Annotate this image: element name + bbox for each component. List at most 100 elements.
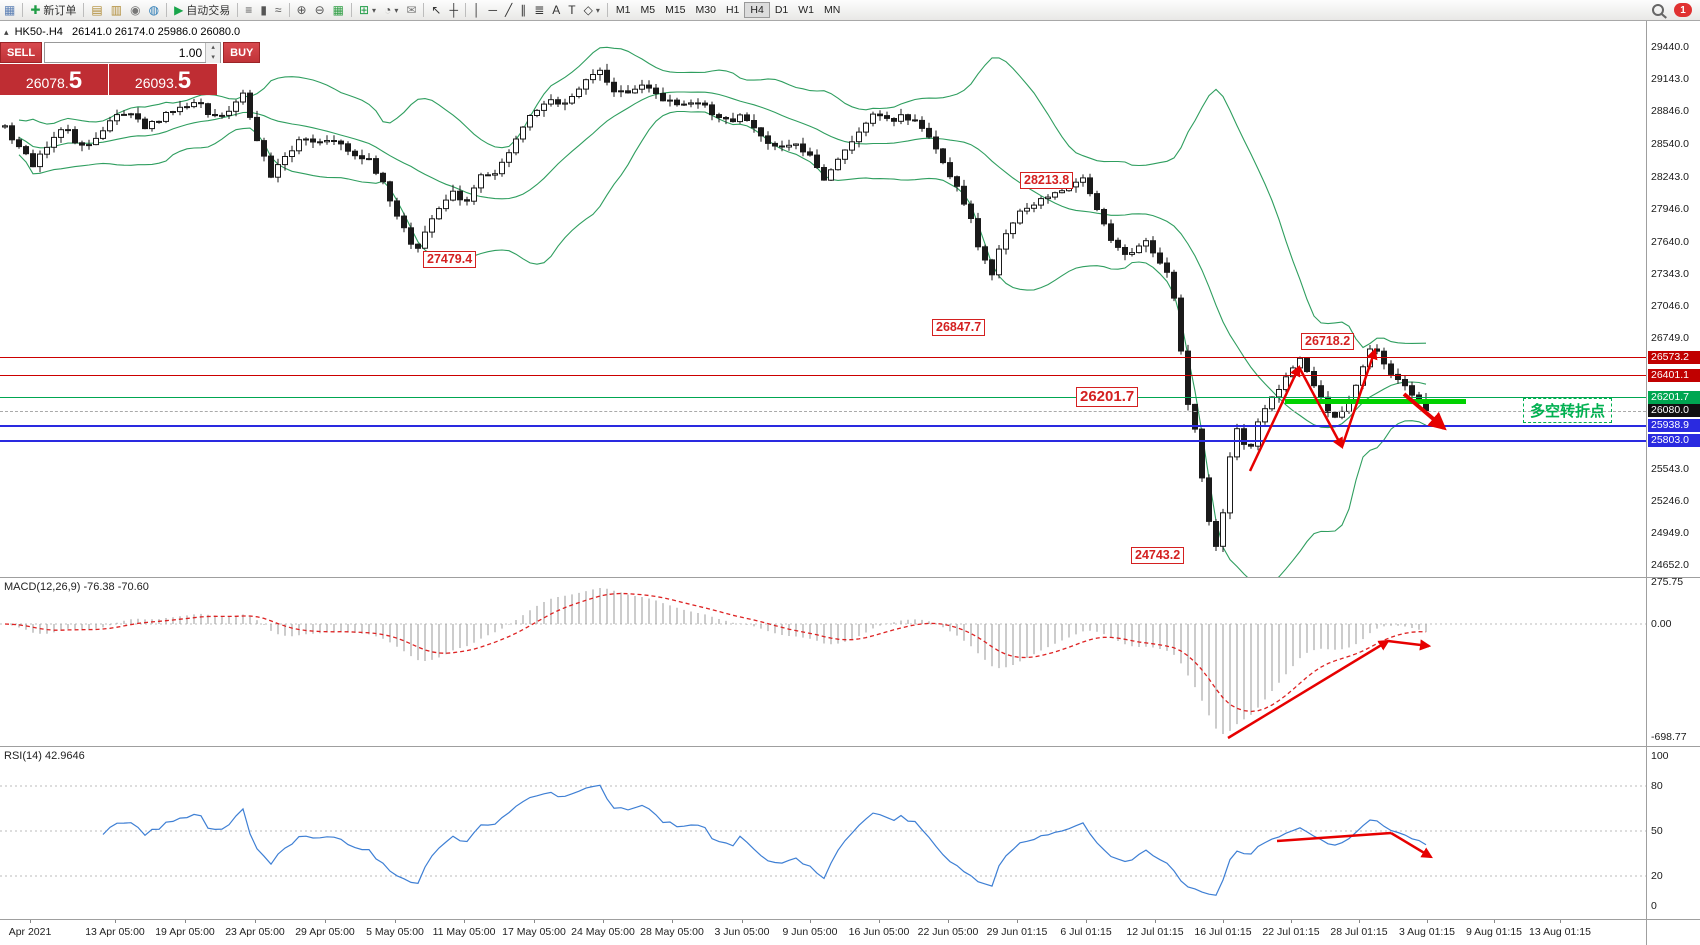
macd-axis-label: 275.75 [1651, 576, 1684, 588]
horizontal-level-line[interactable] [0, 375, 1646, 377]
rsi-axis-label: 0 [1651, 900, 1657, 912]
vertical-line-icon[interactable]: │ [469, 1, 485, 19]
thick-green-trendline[interactable] [1285, 398, 1466, 404]
add-indicator-icon-glyph: ⊞ [358, 3, 370, 17]
notifications-badge[interactable]: 1 [1674, 3, 1692, 17]
time-tick [672, 920, 673, 923]
price-tag: 26080.0 [1648, 404, 1700, 417]
macd-pane[interactable]: MACD(12,26,9) -76.38 -70.60 [0, 578, 1646, 747]
rsi-label: RSI(14) 42.9646 [4, 750, 85, 762]
buy-button[interactable]: BUY [223, 42, 261, 63]
volume-up-button[interactable]: ▴ [206, 43, 221, 53]
current-price-line [0, 410, 1646, 412]
new-order-button[interactable]: ✚ 新订单 [26, 1, 80, 19]
time-axis[interactable]: Apr 2021 13 Apr 05:00 19 Apr 05:00 23 Apr 0… [0, 920, 1646, 945]
sound-icon[interactable]: ◉ [126, 1, 144, 19]
sell-button[interactable]: SELL [0, 42, 43, 63]
label-icon[interactable]: T [564, 1, 579, 19]
auto-trading-button[interactable]: ▶ 自动交易 [170, 1, 234, 19]
price-callout-label[interactable]: 24743.2 [1131, 547, 1185, 565]
horizontal-line-icon-glyph: ─ [488, 3, 497, 17]
line-chart-type-icon-glyph: ≈ [274, 3, 282, 17]
price-callout-label[interactable]: 28213.8 [1020, 171, 1074, 189]
time-label: 29 Jun 01:15 [986, 926, 1048, 938]
macd-axis-label: -698.77 [1651, 731, 1687, 743]
rsi-pane[interactable]: RSI(14) 42.9646 [0, 747, 1646, 920]
zoom-in-icon-glyph: ⊕ [296, 3, 307, 17]
community-icon-glyph: ◍ [148, 3, 160, 17]
toolbar-separator [83, 3, 85, 17]
timeframe-h1-button[interactable]: H1 [725, 4, 740, 16]
main-chart-pane[interactable]: ▴ HK50-.H4 26141.0 26174.0 25986.0 26080… [0, 20, 1646, 578]
price-callout-label[interactable]: 26718.2 [1301, 333, 1355, 351]
price-axis[interactable]: 29440.0 29143.0 28846.0 28540.0 28243.0 27946… [1646, 20, 1700, 945]
candlestick-chart-type-icon[interactable]: ▮ [256, 1, 271, 19]
pane-separator[interactable] [0, 577, 1700, 578]
timeframe-h4-button[interactable]: H4 [744, 2, 770, 18]
timeframe-m5-button[interactable]: M5 [640, 4, 656, 16]
price-callout-label[interactable]: 26201.7 [1076, 387, 1139, 408]
time-label: 9 Aug 01:15 [1465, 926, 1523, 938]
time-tick [1223, 920, 1224, 923]
search-icon[interactable] [1652, 4, 1664, 16]
time-label: 22 Jun 05:00 [917, 926, 979, 938]
tile-windows-icon[interactable]: ▦ [329, 1, 348, 19]
price-callout-label[interactable]: 27479.4 [423, 251, 477, 269]
template-icon[interactable]: ✉ [402, 1, 420, 19]
buy-price-display[interactable]: 26093. 5 [109, 64, 217, 95]
ohlc-values: 26141.0 26174.0 25986.0 26080.0 [71, 26, 241, 38]
line-chart-type-icon[interactable]: ≈ [271, 1, 286, 19]
timeframe-m15-button[interactable]: M15 [665, 4, 686, 16]
rsi-axis-label: 80 [1651, 780, 1663, 792]
market-watch-icon[interactable]: ▤ [87, 1, 106, 19]
horizontal-level-line[interactable] [0, 356, 1646, 358]
timeframe-mn-button[interactable]: MN [824, 4, 841, 16]
template-icon-glyph: ✉ [406, 3, 417, 17]
chevron-down-icon: ▾ [595, 5, 600, 15]
price-axis-label: 26749.0 [1651, 332, 1689, 345]
period-icon[interactable]: ◔ ▾ [380, 1, 402, 19]
price-axis-label: 29143.0 [1651, 73, 1689, 86]
horizontal-level-line[interactable] [0, 424, 1646, 427]
volume-input[interactable] [45, 43, 206, 62]
channel-icon[interactable]: ∥ [516, 1, 530, 19]
timeframe-m1-button[interactable]: M1 [615, 4, 631, 16]
bar-chart-type-icon[interactable]: ≡ [241, 1, 256, 19]
one-click-collapse-icon[interactable]: ▴ [4, 27, 9, 37]
auto-trading-button-label: 自动交易 [186, 5, 231, 17]
timeframe-w1-button[interactable]: W1 [798, 4, 815, 16]
rsi-axis-label: 20 [1651, 870, 1663, 882]
shapes-icon[interactable]: ◇ ▾ [580, 1, 604, 19]
turning-point-annotation[interactable]: 多空转折点 [1523, 398, 1613, 423]
price-tag: 25803.0 [1648, 434, 1700, 447]
price-axis-label: 28540.0 [1651, 138, 1689, 151]
macd-label: MACD(12,26,9) -76.38 -70.60 [4, 581, 149, 593]
horizontal-line-icon[interactable]: ─ [484, 1, 501, 19]
horizontal-level-line[interactable] [0, 439, 1646, 442]
zoom-out-icon[interactable]: ⊖ [311, 1, 329, 19]
trendline-icon[interactable]: ╱ [501, 1, 516, 19]
rsi-line [102, 784, 1427, 896]
volume-down-button[interactable]: ▾ [206, 52, 221, 63]
crosshair-icon[interactable]: ┼ [445, 1, 462, 19]
sell-price-display[interactable]: 26078. 5 [0, 64, 108, 95]
timeframe-d1-button[interactable]: D1 [774, 4, 789, 16]
community-icon[interactable]: ◍ [145, 1, 163, 19]
time-tick [948, 920, 949, 923]
text-icon[interactable]: A [548, 1, 564, 19]
zoom-in-icon[interactable]: ⊕ [293, 1, 311, 19]
timeframe-m30-button[interactable]: M30 [695, 4, 716, 16]
horizontal-level-line[interactable] [0, 396, 1646, 398]
navigator-icon[interactable]: ▥ [107, 1, 126, 19]
price-callout-label[interactable]: 26847.7 [932, 319, 986, 337]
time-tick [1359, 920, 1360, 923]
market-watch-icon-glyph: ▤ [91, 3, 103, 17]
fibonacci-icon[interactable]: ≣ [530, 1, 548, 19]
cursor-icon[interactable]: ↖ [427, 1, 445, 19]
time-tick [1560, 920, 1561, 923]
charts-window-icon[interactable]: ▦ [0, 1, 19, 19]
pane-separator[interactable] [0, 746, 1700, 747]
time-label: 11 May 05:00 [432, 926, 496, 938]
macd-chart [0, 588, 1646, 734]
add-indicator-icon[interactable]: ⊞ ▾ [355, 1, 380, 19]
